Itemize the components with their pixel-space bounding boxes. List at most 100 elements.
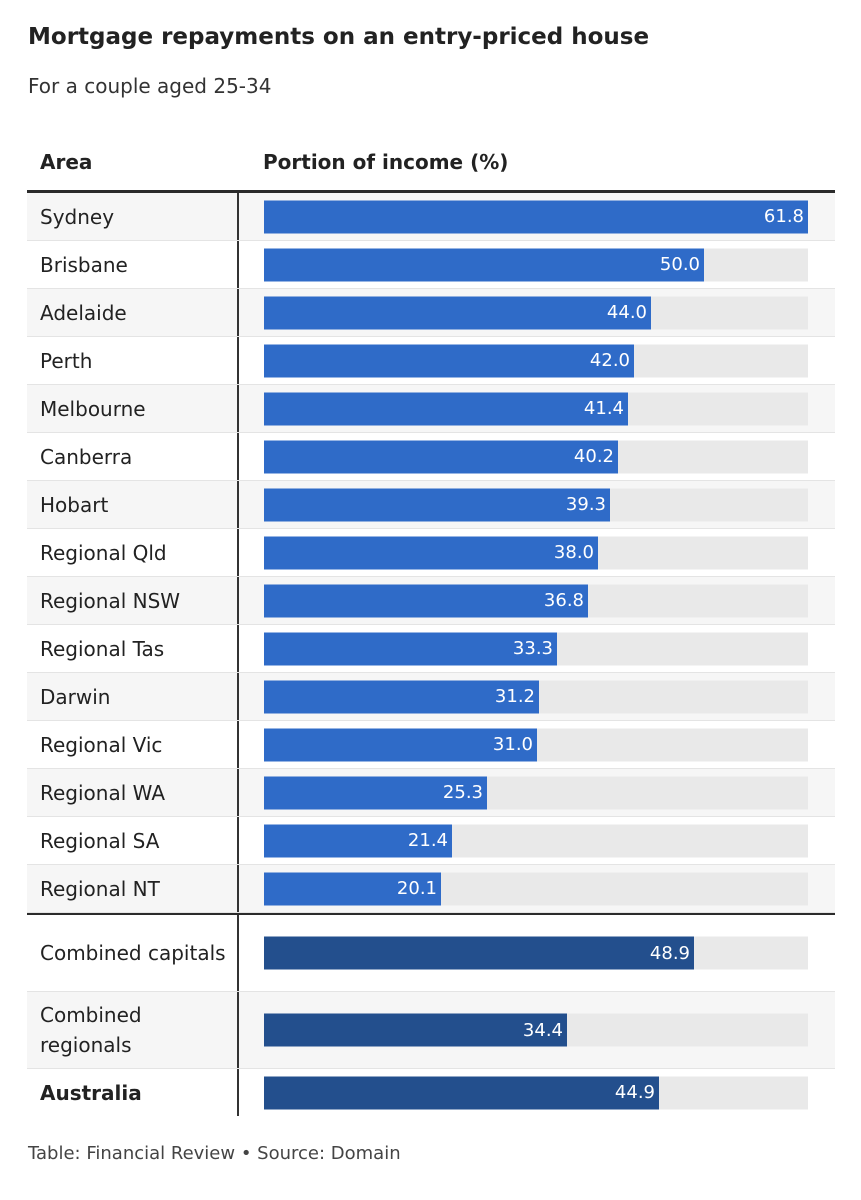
bar-value-label: 44.0 — [606, 302, 647, 323]
area-cell: Adelaide — [27, 289, 239, 336]
area-cell: Canberra — [27, 433, 239, 480]
bar: 38.0 — [264, 536, 598, 569]
table-row: Darwin 31.2 — [27, 673, 835, 721]
table-row: Melbourne 41.4 — [27, 385, 835, 433]
area-cell: Regional Qld — [27, 529, 239, 576]
bar: 61.8 — [264, 200, 808, 233]
bar: 50.0 — [264, 248, 704, 281]
area-label: Regional NT — [40, 876, 160, 901]
table-row: Adelaide 44.0 — [27, 289, 835, 337]
area-label: Regional Vic — [40, 732, 163, 757]
bar-track: 20.1 — [264, 872, 808, 905]
bar: 31.0 — [264, 728, 537, 761]
table-row: Regional NT 20.1 — [27, 865, 835, 913]
bar: 44.9 — [264, 1076, 659, 1109]
bar-value-label: 61.8 — [763, 206, 804, 227]
area-cell: Perth — [27, 337, 239, 384]
bar-track: 44.9 — [264, 1076, 808, 1109]
area-label: Regional SA — [40, 828, 160, 853]
area-cell: Regional SA — [27, 817, 239, 864]
bar-track: 31.0 — [264, 728, 808, 761]
bar-value-label: 34.4 — [522, 1019, 563, 1041]
chart-title: Mortgage repayments on an entry-priced h… — [28, 24, 650, 50]
table-row: Regional WA 25.3 — [27, 769, 835, 817]
bar-track: 61.8 — [264, 200, 808, 233]
table-row: Hobart 39.3 — [27, 481, 835, 529]
table-row: Australia 44.9 — [27, 1069, 835, 1116]
bar-track: 33.3 — [264, 632, 808, 665]
bar-track: 34.4 — [264, 1013, 808, 1047]
bar-track: 50.0 — [264, 248, 808, 281]
bar: 31.2 — [264, 680, 539, 713]
table-row: Regional SA 21.4 — [27, 817, 835, 865]
area-cell: Australia — [27, 1069, 239, 1116]
column-header-area: Area — [40, 150, 93, 174]
bar: 25.3 — [264, 776, 487, 809]
bar-track: 31.2 — [264, 680, 808, 713]
bar-track: 48.9 — [264, 936, 808, 970]
table-row: Regional Vic 31.0 — [27, 721, 835, 769]
bar-value-label: 33.3 — [512, 638, 553, 659]
area-cell: Regional NSW — [27, 577, 239, 624]
area-label: Hobart — [40, 492, 109, 517]
area-label: Perth — [40, 348, 93, 373]
area-cell: Sydney — [27, 193, 239, 240]
area-cell: Combined capitals — [27, 915, 239, 991]
bar: 39.3 — [264, 488, 610, 521]
area-label: Regional NSW — [40, 588, 181, 613]
table-row: Combined capitals 48.9 — [27, 913, 835, 992]
area-label: Adelaide — [40, 300, 127, 325]
bar-value-label: 50.0 — [659, 254, 700, 275]
table-header: Area Portion of income (%) — [27, 134, 835, 192]
bar-value-label: 31.2 — [494, 686, 535, 707]
bar-value-label: 41.4 — [583, 398, 624, 419]
area-cell: Regional Tas — [27, 625, 239, 672]
area-cell: Melbourne — [27, 385, 239, 432]
table-row: Perth 42.0 — [27, 337, 835, 385]
header-divider — [27, 190, 835, 193]
bar-value-label: 39.3 — [565, 494, 606, 515]
table-row: Sydney 61.8 — [27, 193, 835, 241]
bar-track: 41.4 — [264, 392, 808, 425]
area-cell: Brisbane — [27, 241, 239, 288]
area-label: Melbourne — [40, 396, 146, 421]
area-cell: Hobart — [27, 481, 239, 528]
bar: 40.2 — [264, 440, 618, 473]
bar-value-label: 20.1 — [396, 878, 437, 899]
bar-value-label: 40.2 — [573, 446, 614, 467]
bar: 41.4 — [264, 392, 628, 425]
bar-track: 25.3 — [264, 776, 808, 809]
bar: 44.0 — [264, 296, 651, 329]
table-row: Combined regionals 34.4 — [27, 992, 835, 1069]
bar: 21.4 — [264, 824, 452, 857]
area-cell: Combined regionals — [27, 992, 239, 1068]
bar-track: 39.3 — [264, 488, 808, 521]
bar: 48.9 — [264, 936, 694, 970]
bar-value-label: 44.9 — [614, 1082, 655, 1103]
bar-value-label: 31.0 — [492, 734, 533, 755]
area-label: Darwin — [40, 684, 111, 709]
area-cell: Regional Vic — [27, 721, 239, 768]
bar-track: 21.4 — [264, 824, 808, 857]
bar-value-label: 38.0 — [553, 542, 594, 563]
bar-value-label: 21.4 — [407, 830, 448, 851]
bar: 36.8 — [264, 584, 588, 617]
bar-track: 40.2 — [264, 440, 808, 473]
bar-value-label: 36.8 — [543, 590, 584, 611]
table-row: Regional NSW 36.8 — [27, 577, 835, 625]
bar-track: 36.8 — [264, 584, 808, 617]
area-cell: Regional NT — [27, 865, 239, 912]
bar-track: 42.0 — [264, 344, 808, 377]
bar-track: 44.0 — [264, 296, 808, 329]
table-row: Canberra 40.2 — [27, 433, 835, 481]
area-label: Canberra — [40, 444, 133, 469]
chart-subtitle: For a couple aged 25-34 — [28, 74, 272, 98]
bar-track: 38.0 — [264, 536, 808, 569]
area-label: Combined regionals — [40, 1003, 142, 1057]
area-cell: Darwin — [27, 673, 239, 720]
table-row: Brisbane 50.0 — [27, 241, 835, 289]
bar: 34.4 — [264, 1013, 567, 1047]
bar: 20.1 — [264, 872, 441, 905]
bar-value-label: 25.3 — [442, 782, 483, 803]
bar: 42.0 — [264, 344, 634, 377]
